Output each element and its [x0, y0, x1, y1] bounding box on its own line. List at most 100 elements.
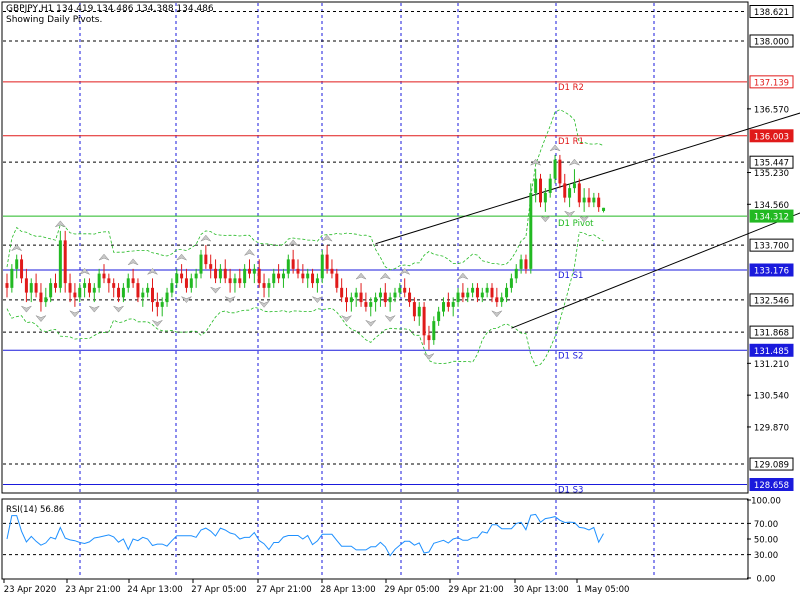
candle	[359, 283, 363, 307]
candle-body	[519, 259, 523, 269]
price-label-box	[749, 75, 794, 89]
candle-body	[471, 287, 475, 293]
candle-body	[572, 183, 576, 189]
symbol-header: GBPJPY,H1 134.419 134.486 134.388 134.48…	[6, 4, 214, 14]
candle	[34, 273, 38, 298]
candle	[218, 264, 222, 284]
candle-body	[514, 268, 518, 279]
price-label-box	[749, 263, 794, 277]
candle-body	[165, 292, 169, 303]
candle-body	[505, 287, 509, 298]
candle-body	[563, 183, 567, 198]
candle-body	[335, 273, 339, 288]
fractal-down-marker	[210, 286, 221, 294]
candle-body	[524, 259, 528, 269]
candle	[602, 207, 606, 213]
candle-body	[155, 302, 159, 307]
candle-body	[49, 283, 53, 298]
fractal-up-marker	[530, 158, 541, 166]
price-label: 131.485	[754, 347, 789, 357]
candle-body	[325, 254, 329, 269]
candle	[403, 278, 407, 298]
price-label-box	[749, 293, 794, 307]
candle-body	[131, 278, 135, 284]
candle-body	[320, 254, 324, 279]
candle	[257, 259, 261, 288]
candle	[277, 264, 281, 284]
candle	[155, 292, 159, 317]
candle	[20, 254, 24, 284]
candle	[54, 273, 57, 293]
candle	[325, 245, 329, 274]
candle-body	[442, 302, 445, 312]
fractal-up-marker	[355, 272, 367, 280]
candle	[121, 283, 125, 303]
candle	[315, 273, 319, 293]
candle	[563, 173, 567, 203]
price-label: 133.700	[754, 242, 789, 252]
candle	[553, 154, 557, 184]
candle	[68, 273, 72, 303]
candle-body	[364, 302, 368, 307]
candle-body	[359, 292, 363, 303]
candle-body	[78, 287, 82, 298]
candle-body	[446, 302, 450, 307]
candle	[126, 273, 130, 293]
candle-body	[475, 287, 479, 298]
candle-body	[480, 292, 484, 298]
candle-body	[558, 159, 562, 184]
price-label: 137.139	[754, 78, 789, 88]
price-axis: 138.621 138.000 137.139 136.570 136.003 135.4…	[747, 4, 794, 585]
candle-body	[398, 287, 402, 293]
candle-body	[63, 240, 67, 284]
candle-body	[568, 188, 572, 198]
price-label: 131.868	[754, 329, 789, 339]
time-label: 27 Apr 21:00	[256, 585, 311, 595]
candle-body	[194, 273, 198, 279]
candle	[83, 278, 87, 298]
price-label: 130.540	[754, 392, 789, 402]
candle	[548, 173, 552, 198]
candle-body	[403, 287, 407, 293]
fractal-down-marker	[21, 305, 32, 313]
candle	[393, 287, 397, 303]
fractal-down-marker	[341, 315, 352, 322]
pivot-label: D1 S3	[558, 485, 583, 495]
candle	[296, 259, 300, 279]
candle	[529, 183, 533, 274]
candle-body	[485, 287, 489, 293]
fractal-up-marker	[200, 234, 212, 242]
candle	[349, 292, 353, 312]
trend-line-lower	[511, 212, 800, 329]
fractal-down-marker	[491, 310, 503, 318]
candle-body	[151, 287, 154, 303]
candle-body	[214, 268, 218, 279]
fractal-down-marker	[35, 315, 47, 322]
candle-body	[340, 287, 344, 298]
candle-body	[592, 197, 596, 203]
time-label: 27 Apr 05:00	[191, 585, 246, 595]
candle	[471, 283, 475, 298]
candle	[509, 273, 513, 293]
candle-body	[330, 268, 334, 274]
candle	[490, 283, 494, 303]
candle-body	[97, 273, 101, 288]
candle-body	[597, 197, 601, 208]
candle	[87, 278, 91, 298]
price-label: 131.210	[754, 360, 789, 370]
fractal-up-marker	[457, 272, 469, 280]
candle	[58, 230, 62, 293]
candle-body	[20, 259, 24, 279]
fractal-up-marker	[399, 267, 410, 275]
candle	[378, 287, 382, 307]
candle	[345, 287, 348, 312]
candle-body	[602, 207, 606, 211]
candle	[141, 287, 145, 307]
candle	[97, 268, 101, 293]
pivot-label: D1 S1	[558, 271, 583, 281]
fractal-down-marker	[365, 320, 376, 327]
candle	[204, 245, 208, 269]
candle-body	[29, 283, 33, 293]
candle	[286, 254, 290, 279]
